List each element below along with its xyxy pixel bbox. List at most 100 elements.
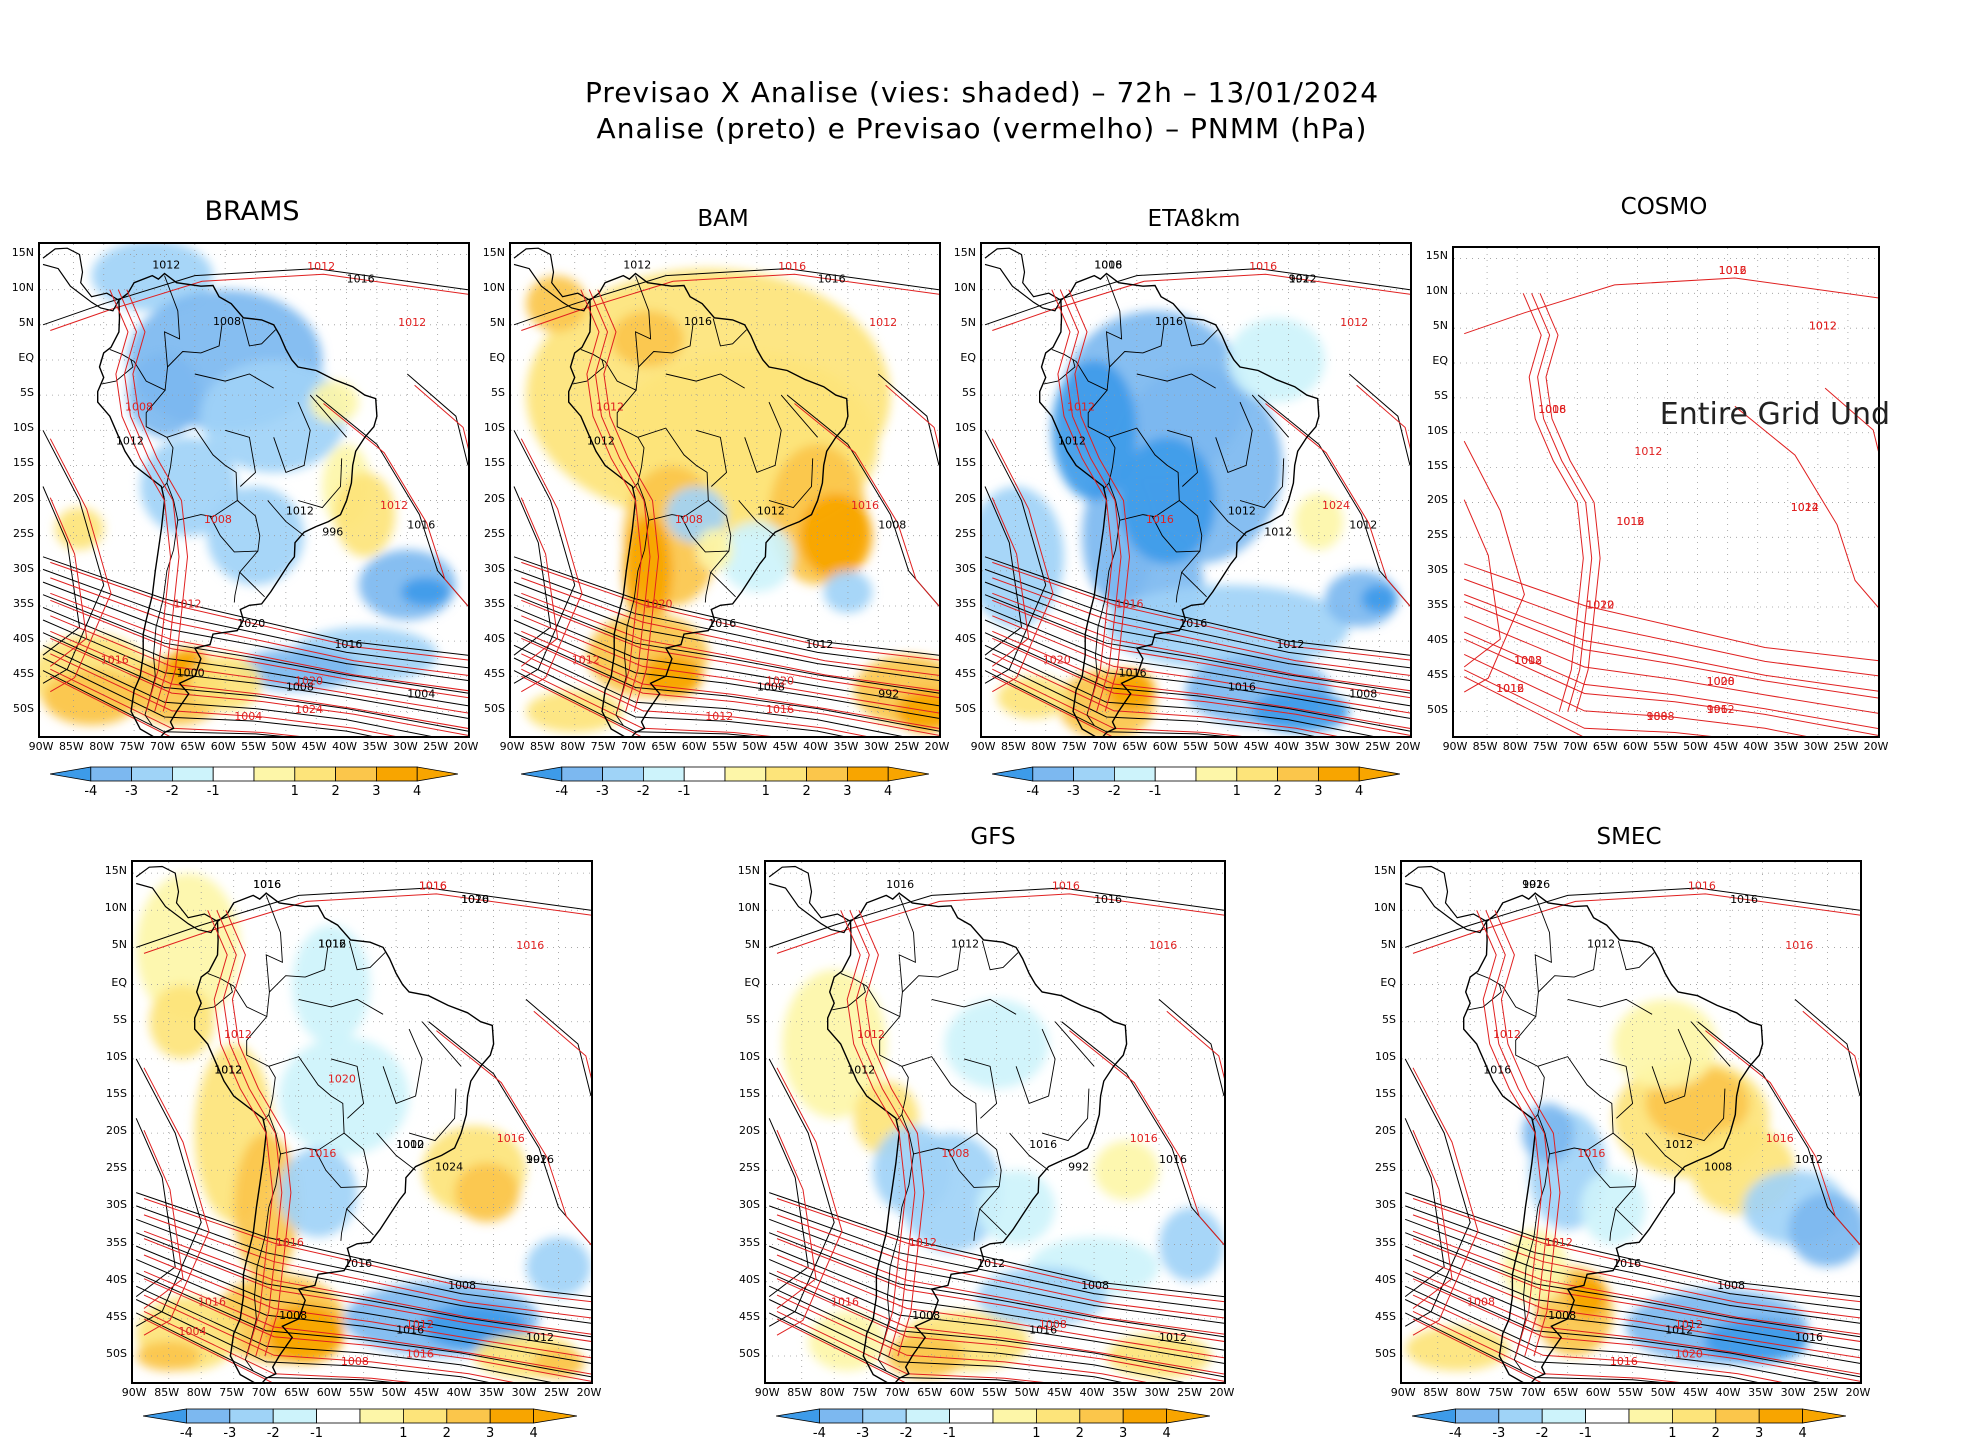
lon-tick-label: 45W — [1047, 1386, 1073, 1399]
forecast-contour-label: 1012 — [174, 597, 202, 610]
colorbar-segment — [1122, 1408, 1168, 1424]
colorbar-label: 2 — [442, 1426, 451, 1441]
analysis-contour-label: 992 — [1289, 273, 1310, 286]
country-border — [696, 429, 727, 487]
colorbar-label: -2 — [1535, 1426, 1549, 1441]
analysis-isobar — [525, 999, 591, 1097]
analysis-contour-label: 1016 — [1094, 259, 1122, 272]
forecast-isobar — [1539, 293, 1601, 712]
lon-tick-label: 85W — [1472, 740, 1498, 753]
country-border — [901, 1056, 978, 1155]
lon-tick-label: 50W — [381, 1386, 407, 1399]
analysis-isobar — [768, 1272, 1224, 1378]
lat-tick-label: 45S — [1375, 1309, 1396, 1323]
colorbar-segment — [90, 766, 132, 782]
lat-tick-label: 40S — [106, 1272, 127, 1286]
forecast-contour-label: 1008 — [1707, 675, 1735, 688]
analysis-contour-label: 1008 — [757, 680, 785, 693]
colorbar-label: 1 — [761, 784, 770, 799]
analysis-contour-label: 1012 — [1276, 638, 1304, 651]
forecast-isobar — [143, 1294, 514, 1382]
country-border — [145, 389, 174, 489]
colorbar-label: -3 — [1492, 1426, 1506, 1441]
forecast-isobar — [776, 1198, 1224, 1303]
forecast-isobar — [1464, 601, 1878, 699]
colorbar-label: -3 — [856, 1426, 870, 1441]
analysis-isobar — [513, 644, 903, 736]
forecast-isobar — [207, 910, 274, 1357]
lat-tick-label: 35S — [484, 596, 505, 610]
lat-tick-label: 5S — [1434, 388, 1448, 402]
analysis-isobar — [42, 486, 81, 656]
lon-tick-label: 85W — [1423, 1386, 1449, 1399]
forecast-isobar — [1476, 910, 1543, 1357]
forecast-isobar — [1356, 384, 1410, 450]
lon-tick-label: 50W — [1650, 1386, 1676, 1399]
lon-tick-label: 85W — [58, 740, 84, 753]
colorbar-label: -1 — [1148, 784, 1162, 799]
forecast-contour-label: 1016 — [766, 703, 794, 716]
analysis-contour-label: 1012 — [1228, 505, 1256, 518]
lat-tick-label: 10N — [482, 280, 505, 294]
country-border — [1167, 429, 1198, 487]
bias-shade — [641, 655, 703, 698]
analysis-isobar — [769, 1258, 1224, 1364]
forecast-isobar — [436, 1030, 591, 1246]
country-border — [1645, 1132, 1685, 1171]
analysis-isobar — [984, 268, 1410, 326]
lon-tick-label: 70W — [1562, 740, 1588, 753]
lon-tick-label: 30W — [511, 1386, 537, 1399]
forecast-isobar — [991, 497, 1030, 667]
lon-tick-label: 80W — [186, 1386, 212, 1399]
forecast-isobar — [533, 1010, 591, 1079]
colorbar-label: 3 — [1755, 1426, 1764, 1441]
colorbar-segment — [724, 766, 767, 782]
analysis-contour-label: 1008 — [1349, 687, 1377, 700]
country-border — [1054, 1021, 1095, 1067]
forecast-isobar — [521, 675, 642, 736]
lat-tick-label: 10N — [104, 901, 127, 915]
forecast-isobar — [50, 577, 468, 676]
analysis-contour-label: 1012 — [757, 505, 785, 518]
forecast-contour-label: 1012 — [1809, 320, 1837, 333]
analysis-isobar — [406, 373, 468, 466]
forecast-contour-label: 1016 — [497, 1132, 525, 1145]
lon-tick-label: 60W — [1622, 740, 1648, 753]
map-svg: 1012 1016 1016 1012 1012 1008 1016 1012 1008 992 1… — [511, 244, 939, 736]
analysis-contour-label: 1012 — [1058, 434, 1086, 447]
country-border — [314, 1132, 369, 1188]
map-panel-unnamed: 1016 1016 1012 1012 1012 1016 1016 1008 1016 1012… — [131, 860, 593, 1384]
forecast-contour-label: 1012 — [224, 1028, 252, 1041]
analysis-isobar — [136, 1205, 591, 1311]
analysis-contour-label: 1016 — [396, 1324, 424, 1337]
forecast-contour-label: 1012 — [1675, 1318, 1703, 1331]
analysis-contour-label: 1024 — [435, 1160, 463, 1173]
analysis-contour-label: 1016 — [1613, 1257, 1641, 1270]
forecast-isobar — [992, 599, 1410, 699]
analysis-isobar — [513, 606, 939, 707]
lon-tick-label: 60W — [1585, 1386, 1611, 1399]
lon-tick-label: 30W — [1144, 1386, 1170, 1399]
forecast-isobar — [776, 1129, 817, 1309]
lon-tick-label: 50W — [271, 740, 297, 753]
lon-tick-label: 85W — [154, 1386, 180, 1399]
colorbar-label: -4 — [84, 784, 98, 799]
analysis-contour-label: 1016 — [1119, 666, 1147, 679]
analysis-contour-label: 1016 — [1029, 1324, 1057, 1337]
lon-tick-label: 20W — [1845, 1386, 1871, 1399]
forecast-contour-label: 1012 — [909, 1236, 937, 1249]
bias-shade — [526, 275, 587, 332]
analysis-isobar — [42, 268, 468, 326]
analysis-contour-label: 1012 — [805, 638, 833, 651]
analysis-contour-label: 1012 — [951, 937, 979, 950]
lat-tick-label: 40S — [1427, 632, 1448, 646]
analysis-contour-label: 1012 — [1587, 937, 1615, 950]
lat-tick-label: 10S — [484, 421, 505, 435]
country-border — [840, 895, 916, 1018]
lon-tick-label: 30W — [863, 740, 889, 753]
lon-tick-label: 45W — [1683, 1386, 1709, 1399]
forecast-isobar — [521, 599, 939, 699]
colorbar-segment — [949, 1408, 994, 1424]
lat-tick-label: 10N — [1425, 284, 1448, 298]
analysis-isobar — [42, 581, 468, 681]
